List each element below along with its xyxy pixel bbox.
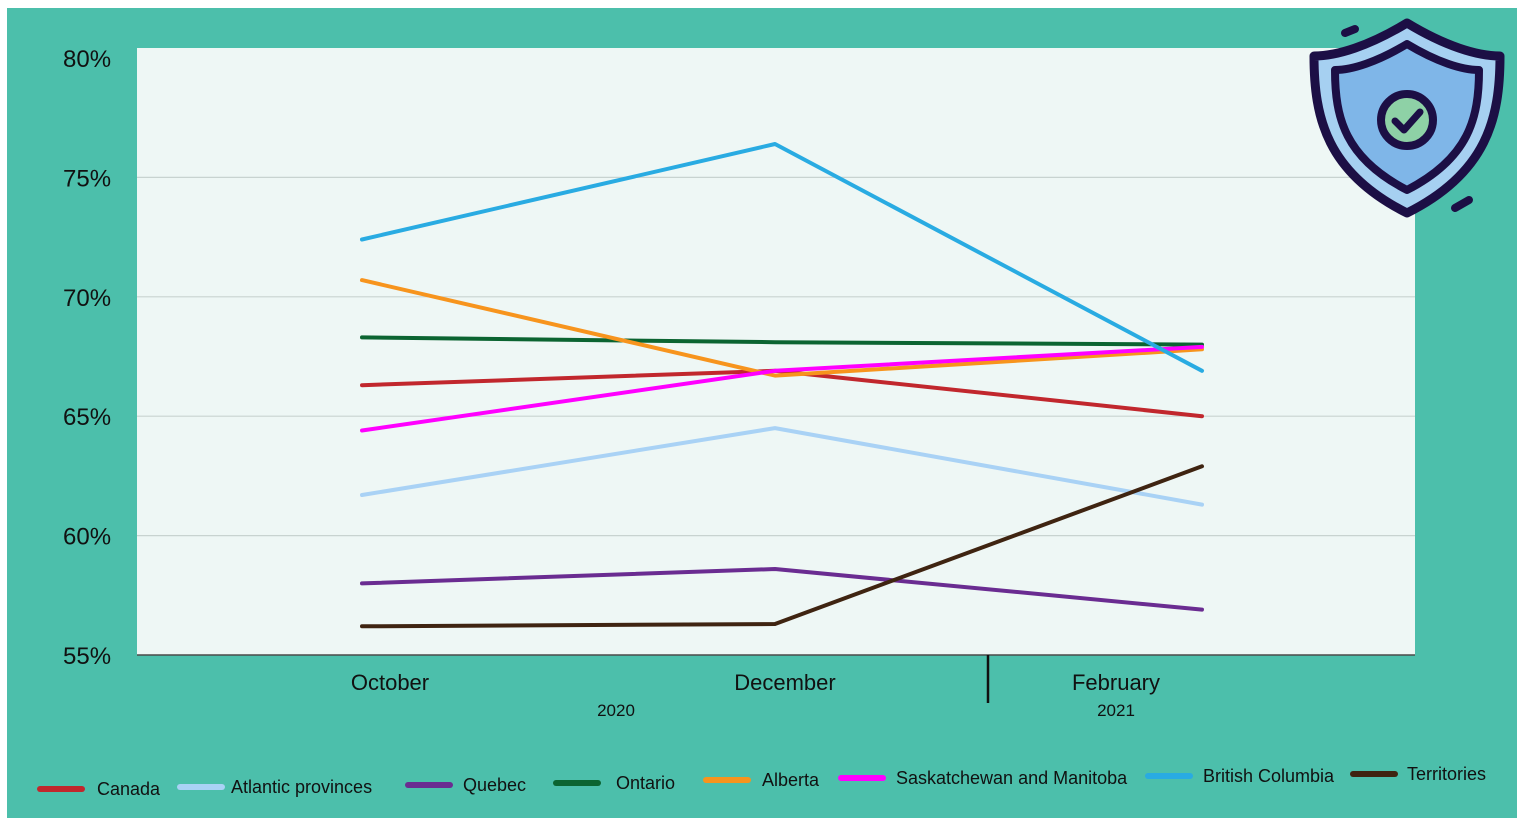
legend-label: British Columbia (1203, 766, 1335, 786)
legend-label: Quebec (463, 775, 526, 795)
x-tick-label: December (734, 670, 835, 695)
plot-area (137, 48, 1415, 655)
x-tick-label: February (1072, 670, 1160, 695)
y-tick-label: 60% (63, 524, 111, 551)
legend-label: Alberta (762, 770, 820, 790)
legend-label: Ontario (616, 773, 675, 793)
y-tick-label: 70% (63, 285, 111, 312)
series-line-territories (360, 464, 1204, 629)
legend: Canada Atlantic provinces Quebec Ontario Alb… (37, 764, 1486, 799)
y-tick-label: 75% (63, 165, 111, 192)
legend-label: Territories (1407, 764, 1486, 784)
y-axis-ticks: 80% 75% 70% 65% 60% 55% (63, 46, 111, 670)
series-line-saskatchewan-and-manitoba (360, 344, 1204, 433)
x-tick-label: October (351, 670, 429, 695)
year-label: 2020 (597, 701, 635, 720)
y-tick-label: 80% (63, 46, 111, 73)
legend-label: Saskatchewan and Manitoba (896, 768, 1128, 788)
x-axis-ticks: October December February 2020 2021 (351, 670, 1160, 720)
legend-label: Canada (97, 779, 161, 799)
y-tick-label: 55% (63, 643, 111, 670)
y-tick-label: 65% (63, 404, 111, 431)
series-lines (360, 142, 1204, 629)
series-line-alberta (360, 278, 1204, 378)
series-line-atlantic-provinces (360, 426, 1204, 507)
series-line-quebec (360, 567, 1204, 612)
series-line-ontario (360, 335, 1204, 347)
year-label: 2021 (1097, 701, 1135, 720)
shield-check-icon (1309, 18, 1505, 218)
legend-label: Atlantic provinces (231, 777, 372, 797)
series-line-british-columbia (360, 142, 1204, 373)
